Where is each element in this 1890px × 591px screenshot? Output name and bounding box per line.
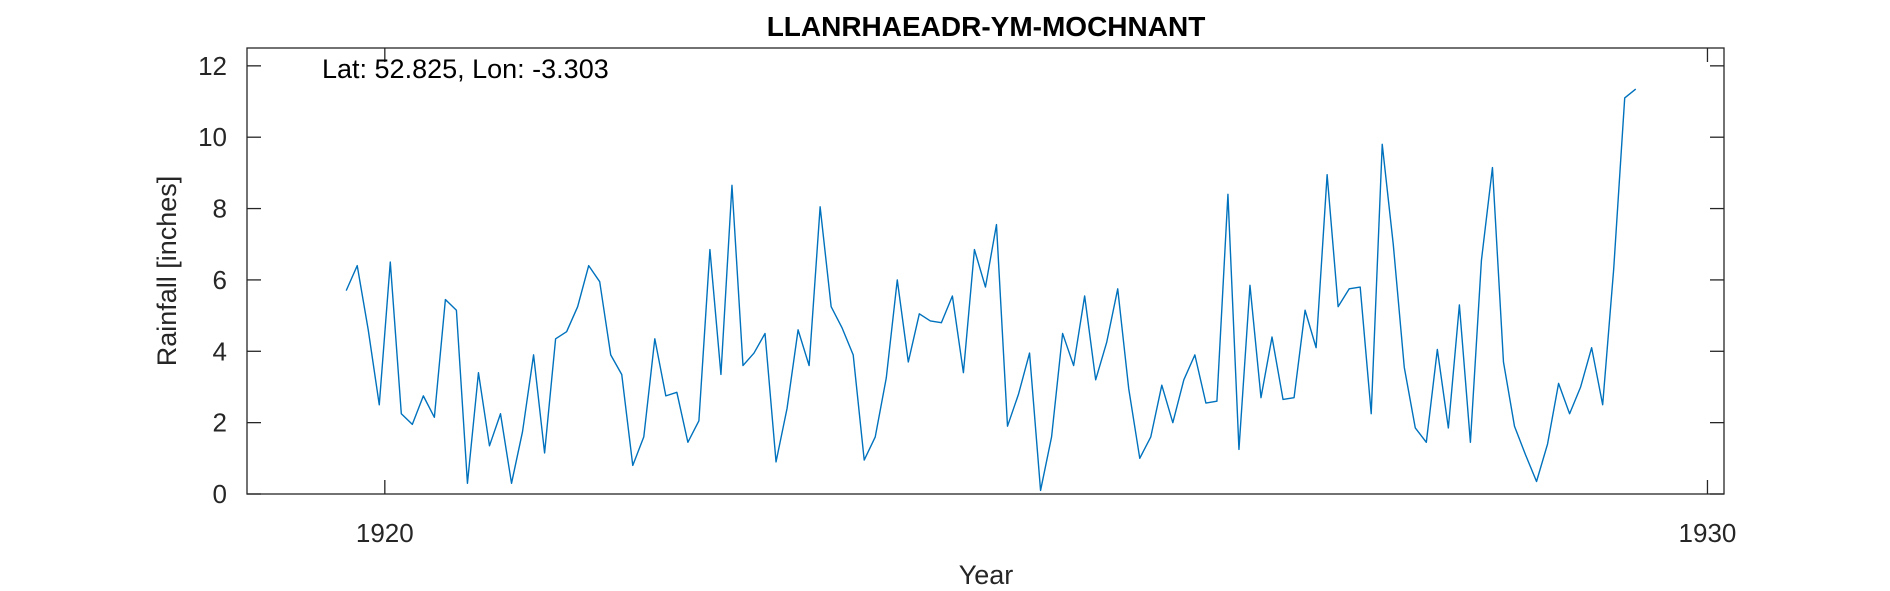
y-tick-label: 10	[198, 122, 227, 152]
location-annotation: Lat: 52.825, Lon: -3.303	[322, 54, 609, 84]
x-tick-label: 1920	[356, 518, 414, 548]
y-tick-label: 12	[198, 51, 227, 81]
y-tick-label: 2	[213, 408, 227, 438]
chart-title: LLANRHAEADR-YM-MOCHNANT	[767, 11, 1206, 42]
x-axis-label: Year	[959, 560, 1014, 590]
y-tick-label: 8	[213, 194, 227, 224]
y-tick-label: 4	[213, 336, 227, 366]
plot-box	[247, 48, 1724, 494]
plot-axes	[247, 48, 1724, 494]
y-tick-label: 0	[213, 479, 227, 509]
x-tick-label: 1930	[1679, 518, 1737, 548]
y-axis-ticks: 0 2 4 6 8 10 12	[198, 51, 1724, 509]
x-axis-ticks: 1920 1930	[356, 48, 1736, 548]
y-tick-label: 6	[213, 265, 227, 295]
rainfall-series-line	[346, 89, 1636, 490]
y-axis-label: Rainfall [inches]	[152, 176, 182, 367]
